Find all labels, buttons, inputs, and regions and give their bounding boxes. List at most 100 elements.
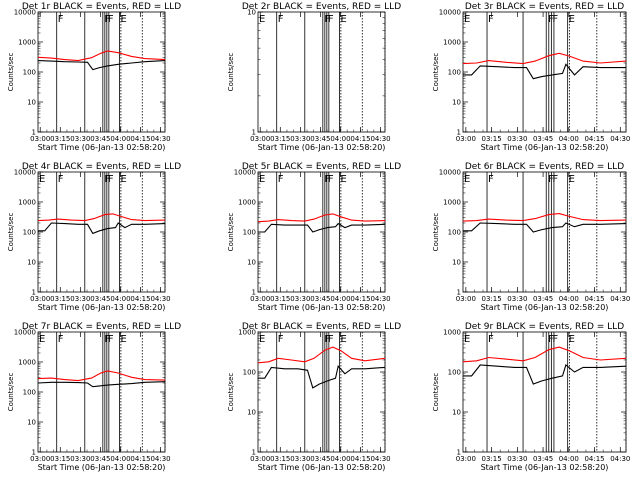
flag-label: F xyxy=(108,334,114,345)
x-tick-label: 03:15 xyxy=(270,455,290,463)
x-axis-label: Start Time (06-Jan-13 02:58:20) xyxy=(481,143,609,152)
flag-label: F xyxy=(552,14,558,25)
panel-det-1: Det 1r BLACK = Events, RED = LLD 1 10 100 10… xyxy=(7,2,181,152)
events-series xyxy=(463,364,627,385)
plot-frame xyxy=(462,11,627,133)
y-tick-label: 1 xyxy=(32,449,36,457)
x-tick-label: 03:45 xyxy=(90,295,110,303)
flag-label: F xyxy=(552,334,558,345)
panel-det-7: Det 7r BLACK = Events, RED = LLD 1 10 100 10… xyxy=(7,322,181,472)
x-tick-label: 04:00 xyxy=(110,135,130,143)
y-tick-label: 10000 xyxy=(439,9,461,17)
events-series xyxy=(38,222,166,235)
flag-label: E xyxy=(121,14,127,25)
panel-title: Det 9r BLACK = Events, RED = LLD xyxy=(465,322,624,332)
y-tick-label: 1000 xyxy=(443,329,461,337)
x-tick-label: 03:30 xyxy=(70,455,90,463)
flag-label: E xyxy=(341,174,347,185)
y-tick-label: 100 xyxy=(23,229,36,237)
x-tick-label: 04:00 xyxy=(330,295,350,303)
y-axis-label: Counts/sec xyxy=(227,373,235,412)
y-tick-label: 100 xyxy=(448,69,461,77)
y-tick-label: 1 xyxy=(457,129,461,137)
flag-label: F xyxy=(105,334,111,345)
flag-label: F xyxy=(105,14,111,25)
flag-label: F xyxy=(325,334,331,345)
flag-label: E xyxy=(39,174,45,185)
x-tick-label: 03:30 xyxy=(290,455,310,463)
x-axis-label: Start Time (06-Jan-13 02:58:20) xyxy=(38,143,166,152)
x-tick-label: 03:45 xyxy=(90,455,110,463)
x-tick-label: 03:00 xyxy=(250,135,270,143)
x-axis-label: Start Time (06-Jan-13 02:58:20) xyxy=(258,463,386,472)
y-tick-label: 10 xyxy=(27,99,36,107)
x-tick-label: 04:15 xyxy=(584,135,604,143)
y-axis-label: Counts/sec xyxy=(7,373,15,412)
x-tick-label: 04:30 xyxy=(150,295,170,303)
flag-label: F xyxy=(58,174,64,185)
flag-label: F xyxy=(278,334,284,345)
flag-label: F xyxy=(552,174,558,185)
x-tick-label: 04:15 xyxy=(350,455,370,463)
y-tick-label: 1 xyxy=(457,449,461,457)
panel-det-9: Det 9r BLACK = Events, RED = LLD 1 10 100 10… xyxy=(432,322,630,472)
events-series xyxy=(258,365,386,389)
x-tick-label: 03:00 xyxy=(30,455,50,463)
y-tick-label: 10 xyxy=(247,259,256,267)
flag-label: F xyxy=(108,14,114,25)
x-tick-label: 04:15 xyxy=(350,295,370,303)
x-tick-label: 04:30 xyxy=(370,295,390,303)
y-tick-label: 1 xyxy=(252,129,256,137)
y-tick-label: 10000 xyxy=(14,9,36,17)
flag-label: F xyxy=(488,334,494,345)
y-tick-label: 1000 xyxy=(238,199,256,207)
lld-series xyxy=(462,346,627,363)
flag-label: F xyxy=(325,14,331,25)
flag-label: E xyxy=(121,334,127,345)
y-tick-label: 10000 xyxy=(14,169,36,177)
flag-label: F xyxy=(328,174,334,185)
y-tick-label: 10 xyxy=(452,99,461,107)
panel-title: Det 3r BLACK = Events, RED = LLD xyxy=(465,2,624,12)
x-tick-label: 03:15 xyxy=(270,135,290,143)
panel-title: Det 6r BLACK = Events, RED = LLD xyxy=(465,162,624,172)
y-tick-label: 1 xyxy=(32,129,36,137)
x-tick-label: 03:00 xyxy=(30,135,50,143)
panel-det-5: Det 5r BLACK = Events, RED = LLD 1 10 100 10… xyxy=(227,162,401,312)
x-tick-label: 03:45 xyxy=(90,135,110,143)
flag-label: E xyxy=(39,334,45,345)
panel-title: Det 7r BLACK = Events, RED = LLD xyxy=(22,322,181,332)
flag-label: E xyxy=(121,174,127,185)
panel-title: Det 2r BLACK = Events, RED = LLD xyxy=(242,2,401,12)
y-tick-label: 100 xyxy=(448,369,461,377)
y-tick-label: 10 xyxy=(452,259,461,267)
x-tick-label: 03:15 xyxy=(50,135,70,143)
y-axis-label: Counts/sec xyxy=(432,53,440,92)
x-tick-label: 03:15 xyxy=(50,295,70,303)
panel-det-8: Det 8r BLACK = Events, RED = LLD 1 10 100 10… xyxy=(227,322,401,472)
flag-label: F xyxy=(488,14,494,25)
flag-label: E xyxy=(259,14,265,25)
y-tick-label: 100 xyxy=(243,369,256,377)
events-series xyxy=(463,63,626,80)
x-tick-label: 03:15 xyxy=(482,135,502,143)
panel-title: Det 5r BLACK = Events, RED = LLD xyxy=(242,162,401,172)
x-axis-label: Start Time (06-Jan-13 02:58:20) xyxy=(481,303,609,312)
y-tick-label: 100 xyxy=(23,69,36,77)
x-tick-label: 04:00 xyxy=(330,135,350,143)
x-tick-label: 03:45 xyxy=(310,135,330,143)
plot-frame xyxy=(462,171,627,293)
y-axis-label: Counts/sec xyxy=(7,213,15,252)
x-tick-label: 03:30 xyxy=(70,295,90,303)
x-tick-label: 03:45 xyxy=(533,295,553,303)
x-axis-label: Start Time (06-Jan-13 02:58:20) xyxy=(258,303,386,312)
x-axis-label: Start Time (06-Jan-13 02:58:20) xyxy=(38,463,166,472)
y-tick-label: 1000 xyxy=(443,39,461,47)
x-tick-label: 04:00 xyxy=(110,295,130,303)
flag-label: F xyxy=(548,334,554,345)
events-series xyxy=(37,381,166,388)
panel-det-4: Det 4r BLACK = Events, RED = LLD 1 10 100 10… xyxy=(7,162,181,312)
x-tick-label: 04:15 xyxy=(130,455,150,463)
x-tick-label: 03:30 xyxy=(70,135,90,143)
